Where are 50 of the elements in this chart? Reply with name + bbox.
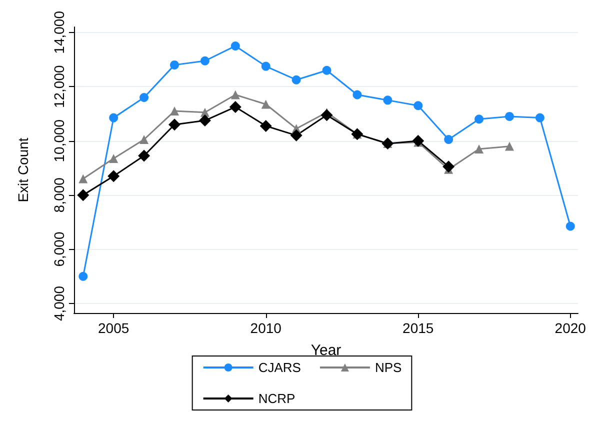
x-axis-title: Year: [310, 342, 342, 359]
y-tick-label: 6,000: [51, 232, 67, 267]
point: [320, 109, 333, 122]
point: [504, 112, 514, 121]
point: [414, 101, 423, 110]
x-tick-label: 2015: [402, 320, 434, 336]
y-tick-label: 10,000: [51, 119, 67, 162]
point: [504, 142, 514, 151]
point: [229, 100, 242, 113]
point: [140, 134, 149, 144]
point: [290, 129, 302, 142]
y-tick-label: 12,000: [51, 65, 67, 108]
point: [138, 150, 150, 162]
point: [535, 113, 544, 122]
point: [260, 120, 272, 132]
point: [474, 114, 484, 124]
point: [168, 118, 180, 131]
point: [442, 160, 455, 173]
point: [78, 272, 88, 281]
point: [230, 90, 240, 100]
y-axis-title: Exit Count: [15, 138, 31, 202]
point: [230, 41, 240, 50]
point: [566, 222, 575, 231]
legend-label: CJARS: [258, 360, 302, 375]
x-tick-label: 2005: [98, 320, 130, 336]
point: [444, 134, 454, 144]
y-tick-label: 14,000: [51, 10, 67, 54]
point: [109, 154, 118, 163]
point: [140, 92, 149, 102]
point: [77, 189, 90, 202]
point: [352, 90, 362, 100]
point: [109, 113, 118, 122]
point: [261, 62, 270, 71]
point: [170, 60, 179, 70]
point: [292, 75, 301, 84]
x-tick-label: 2010: [250, 320, 282, 336]
point: [412, 134, 424, 147]
point: [78, 174, 88, 184]
point: [261, 100, 270, 109]
point: [322, 66, 332, 75]
y-tick-label: 4,000: [51, 286, 67, 322]
y-tick-label: 8,000: [51, 177, 67, 213]
legend-label: NPS: [374, 360, 402, 375]
point: [474, 144, 484, 154]
point: [108, 170, 120, 182]
point: [198, 114, 211, 127]
point: [200, 56, 210, 66]
legend-label: NCRP: [258, 391, 296, 406]
point: [383, 96, 392, 105]
x-tick-label: 2020: [554, 320, 586, 336]
